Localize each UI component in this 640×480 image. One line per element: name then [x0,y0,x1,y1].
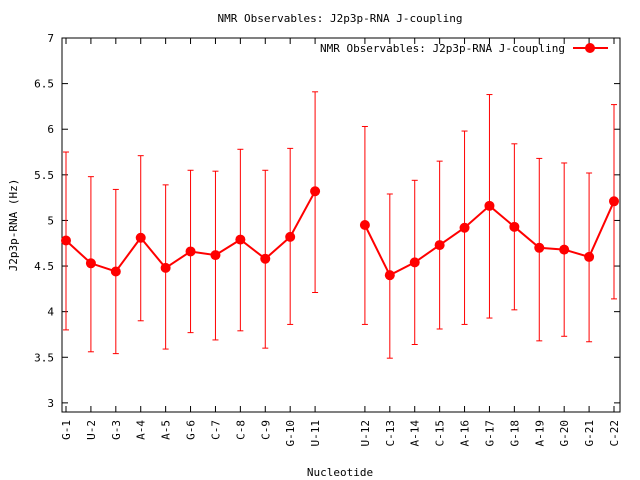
x-tick-label: C-15 [434,420,447,447]
error-bars [63,91,617,359]
y-axis: 3 3.5 4 4.5 5 5.5 6 6.5 7 [34,32,620,410]
x-tick-label: C-8 [234,420,247,440]
x-tick-label: G-3 [110,420,123,440]
data-point [609,196,619,207]
x-tick-label: G-10 [284,420,297,447]
y-tick-label: 6.5 [34,78,54,91]
data-points [61,186,619,281]
data-point [484,200,495,211]
data-point [584,251,595,262]
data-point [509,221,520,232]
x-tick-label: U-2 [85,420,98,440]
chart-title: NMR Observables: J2p3p-RNA J-coupling [217,12,462,25]
data-point [459,222,470,233]
data-point [285,231,296,242]
y-axis-label: J2p3p-RNA (Hz) [7,179,20,272]
data-point [185,246,196,257]
x-tick-label: C-9 [259,420,272,440]
legend-label: NMR Observables: J2p3p-RNA J-coupling [320,42,565,55]
y-tick-label: 3 [47,397,54,410]
x-tick-label: G-6 [185,420,198,440]
x-tick-label: A-16 [459,420,472,447]
x-tick-label: A-4 [135,420,148,440]
data-point [135,232,146,243]
legend: NMR Observables: J2p3p-RNA J-coupling [320,42,608,55]
data-point [85,258,96,269]
y-tick-label: 7 [47,32,54,45]
x-tick-label: C-22 [608,420,621,447]
data-point [559,244,570,255]
data-point [310,186,321,197]
x-axis: G-1 U-2 G-3 A-4 A-5 G-6 C-7 C-8 C-9 G-10 U-11 U-12 C… [60,38,621,447]
data-point [61,235,71,246]
x-tick-label: G-18 [508,420,521,447]
x-tick-label: G-20 [558,420,571,447]
y-tick-label: 6 [47,123,54,136]
x-tick-label: C-13 [384,420,397,447]
y-tick-label: 4 [47,306,54,319]
x-tick-label: G-1 [60,420,73,440]
x-axis-label: Nucleotide [307,466,373,479]
data-point [359,220,370,230]
data-point [160,262,171,273]
data-point [210,250,221,261]
y-tick-label: 5 [47,214,54,227]
data-point [260,253,271,264]
x-tick-label: A-19 [533,420,546,447]
y-tick-label: 5.5 [34,169,54,182]
data-point [534,242,545,253]
data-point [409,257,420,268]
y-tick-label: 4.5 [34,260,54,273]
series-lines [65,190,615,277]
x-tick-label: G-21 [583,420,596,447]
data-point [384,270,395,281]
data-point [235,234,246,245]
x-tick-label: C-7 [209,420,222,440]
x-tick-label: U-11 [309,420,322,447]
x-tick-label: G-17 [483,420,496,447]
legend-marker [585,43,595,53]
data-point [110,266,121,277]
y-tick-label: 3.5 [34,351,54,364]
x-tick-label: A-5 [160,420,173,440]
x-tick-label: A-14 [409,420,422,447]
plot-frame [61,37,621,413]
data-point [434,240,445,251]
x-tick-label: U-12 [359,420,372,447]
